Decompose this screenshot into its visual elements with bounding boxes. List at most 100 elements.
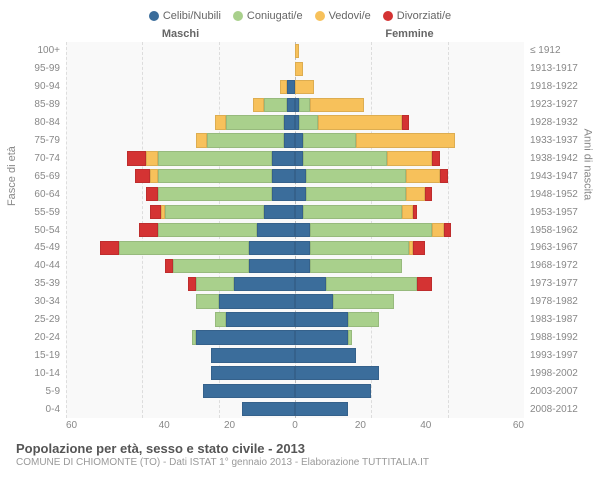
bar-segment [299, 98, 310, 112]
bar-segment [306, 169, 405, 183]
age-label: 100+ [16, 42, 60, 60]
x-axis: 6040200204060 [16, 420, 584, 431]
bar-row [66, 293, 524, 311]
bar-segment [188, 277, 196, 291]
bar-segment [413, 205, 417, 219]
female-bar [295, 98, 524, 112]
bar-segment [348, 312, 379, 326]
legend-item: Vedovi/e [315, 10, 371, 22]
female-bar [295, 133, 524, 147]
age-label: 20-24 [16, 329, 60, 347]
female-bar [295, 330, 524, 344]
birth-year-label: 1923-1927 [530, 96, 584, 114]
bar-segment [207, 133, 283, 147]
male-bar [66, 348, 295, 362]
birth-year-label: 1973-1977 [530, 275, 584, 293]
chart-title: Popolazione per età, sesso e stato civil… [16, 441, 584, 456]
bar-segment [150, 205, 161, 219]
birth-year-label: 1933-1937 [530, 132, 584, 150]
bar-segment [257, 223, 295, 237]
bar-segment [406, 169, 440, 183]
bar-segment [303, 151, 387, 165]
female-bar [295, 80, 524, 94]
female-bar [295, 169, 524, 183]
bar-segment [295, 151, 303, 165]
bar-segment [318, 115, 402, 129]
bar-row [66, 149, 524, 167]
header-male: Maschi [66, 28, 295, 40]
legend: Celibi/NubiliConiugati/eVedovi/eDivorzia… [16, 10, 584, 22]
female-bar [295, 205, 524, 219]
bar-row [66, 346, 524, 364]
bar-row [66, 114, 524, 132]
female-bar [295, 384, 524, 398]
bar-segment [348, 330, 352, 344]
x-tick: 40 [131, 420, 196, 431]
male-bar [66, 330, 295, 344]
header-female: Femmine [295, 28, 524, 40]
bar-segment [100, 241, 119, 255]
x-tick: 60 [66, 420, 131, 431]
male-bar [66, 62, 295, 76]
bar-segment [272, 151, 295, 165]
bar-segment [249, 241, 295, 255]
bar-row [66, 60, 524, 78]
bar-segment [196, 294, 219, 308]
birth-year-label: 1963-1967 [530, 239, 584, 257]
legend-item: Divorziati/e [383, 10, 451, 22]
bar-segment [211, 366, 295, 380]
age-label: 75-79 [16, 132, 60, 150]
bar-row [66, 364, 524, 382]
birth-year-label: 1953-1957 [530, 203, 584, 221]
bar-segment [196, 330, 295, 344]
bar-segment [215, 312, 226, 326]
bar-segment [150, 169, 158, 183]
legend-swatch [315, 11, 325, 21]
female-bar [295, 241, 524, 255]
bar-segment [139, 223, 158, 237]
birth-year-label: 1993-1997 [530, 346, 584, 364]
age-label: 70-74 [16, 149, 60, 167]
male-bar [66, 133, 295, 147]
bar-segment [444, 223, 452, 237]
bar-segment [402, 115, 410, 129]
bar-segment [432, 223, 443, 237]
legend-label: Coniugati/e [247, 10, 303, 22]
bar-segment [203, 384, 295, 398]
y-axis-right: ≤ 19121913-19171918-19221923-19271928-19… [524, 42, 584, 418]
bar-segment [440, 169, 448, 183]
y-axis-left-title: Fasce di età [6, 146, 18, 206]
plot-area: Fasce di età Anni di nascita 100+95-9990… [16, 42, 584, 418]
female-bar [295, 151, 524, 165]
male-bar [66, 151, 295, 165]
bar-segment [158, 151, 273, 165]
female-bar [295, 402, 524, 416]
bar-segment [299, 115, 318, 129]
bar-segment [226, 115, 283, 129]
bar-row [66, 203, 524, 221]
bar-segment [264, 98, 287, 112]
age-label: 65-69 [16, 167, 60, 185]
male-bar [66, 312, 295, 326]
bar-segment [295, 205, 303, 219]
bar-segment [165, 205, 264, 219]
birth-year-label: 2008-2012 [530, 400, 584, 418]
age-label: 95-99 [16, 60, 60, 78]
birth-year-label: 1918-1922 [530, 78, 584, 96]
x-tick: 20 [328, 420, 393, 431]
bar-segment [253, 98, 264, 112]
male-bar [66, 366, 295, 380]
bar-row [66, 185, 524, 203]
bar-row [66, 257, 524, 275]
age-label: 5-9 [16, 382, 60, 400]
bar-segment [295, 133, 303, 147]
bar-segment [146, 151, 157, 165]
bar-row [66, 221, 524, 239]
bar-segment [417, 277, 432, 291]
bar-segment [333, 294, 394, 308]
male-bar [66, 169, 295, 183]
female-bar [295, 312, 524, 326]
bar-row [66, 329, 524, 347]
bar-row [66, 167, 524, 185]
age-label: 10-14 [16, 364, 60, 382]
